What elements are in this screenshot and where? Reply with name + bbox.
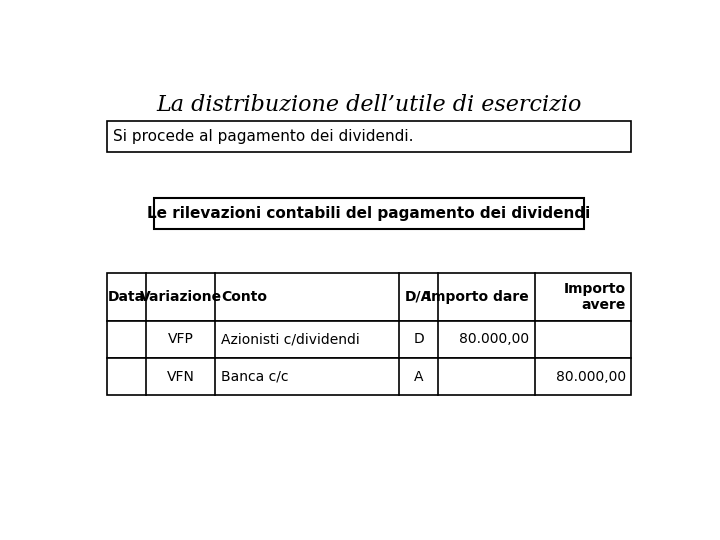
Text: VFN: VFN: [166, 370, 194, 383]
Text: Variazione: Variazione: [140, 289, 222, 303]
Text: 80.000,00: 80.000,00: [556, 370, 626, 383]
Text: Importo dare: Importo dare: [426, 289, 529, 303]
Text: VFP: VFP: [168, 332, 194, 346]
Text: Importo
avere: Importo avere: [564, 281, 626, 312]
Text: Si procede al pagamento dei dividendi.: Si procede al pagamento dei dividendi.: [114, 129, 414, 144]
Text: Azionisti c/dividendi: Azionisti c/dividendi: [221, 332, 359, 346]
Text: D/A: D/A: [405, 289, 433, 303]
Bar: [107, 121, 631, 152]
Bar: [107, 321, 631, 358]
Text: Data: Data: [108, 289, 145, 303]
Text: Le rilevazioni contabili del pagamento dei dividendi: Le rilevazioni contabili del pagamento d…: [148, 206, 590, 221]
Bar: [107, 273, 631, 321]
Text: 80.000,00: 80.000,00: [459, 332, 529, 346]
Text: D: D: [413, 332, 424, 346]
Text: Banca c/c: Banca c/c: [221, 370, 288, 383]
Text: La distribuzione dell’utile di esercizio: La distribuzione dell’utile di esercizio: [156, 94, 582, 116]
Bar: [107, 358, 631, 395]
Text: Conto: Conto: [221, 289, 267, 303]
Bar: [154, 198, 584, 229]
Text: A: A: [414, 370, 423, 383]
